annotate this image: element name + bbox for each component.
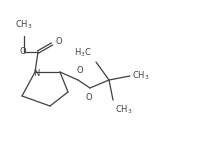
Text: CH$_3$: CH$_3$ (115, 104, 133, 116)
Text: O: O (56, 38, 63, 47)
Text: CH$_3$: CH$_3$ (15, 18, 33, 31)
Text: O: O (77, 66, 83, 75)
Text: O: O (86, 93, 92, 102)
Text: O: O (20, 48, 26, 57)
Text: H$_3$C: H$_3$C (74, 47, 92, 59)
Text: N: N (33, 70, 39, 79)
Text: CH$_3$: CH$_3$ (132, 70, 150, 82)
